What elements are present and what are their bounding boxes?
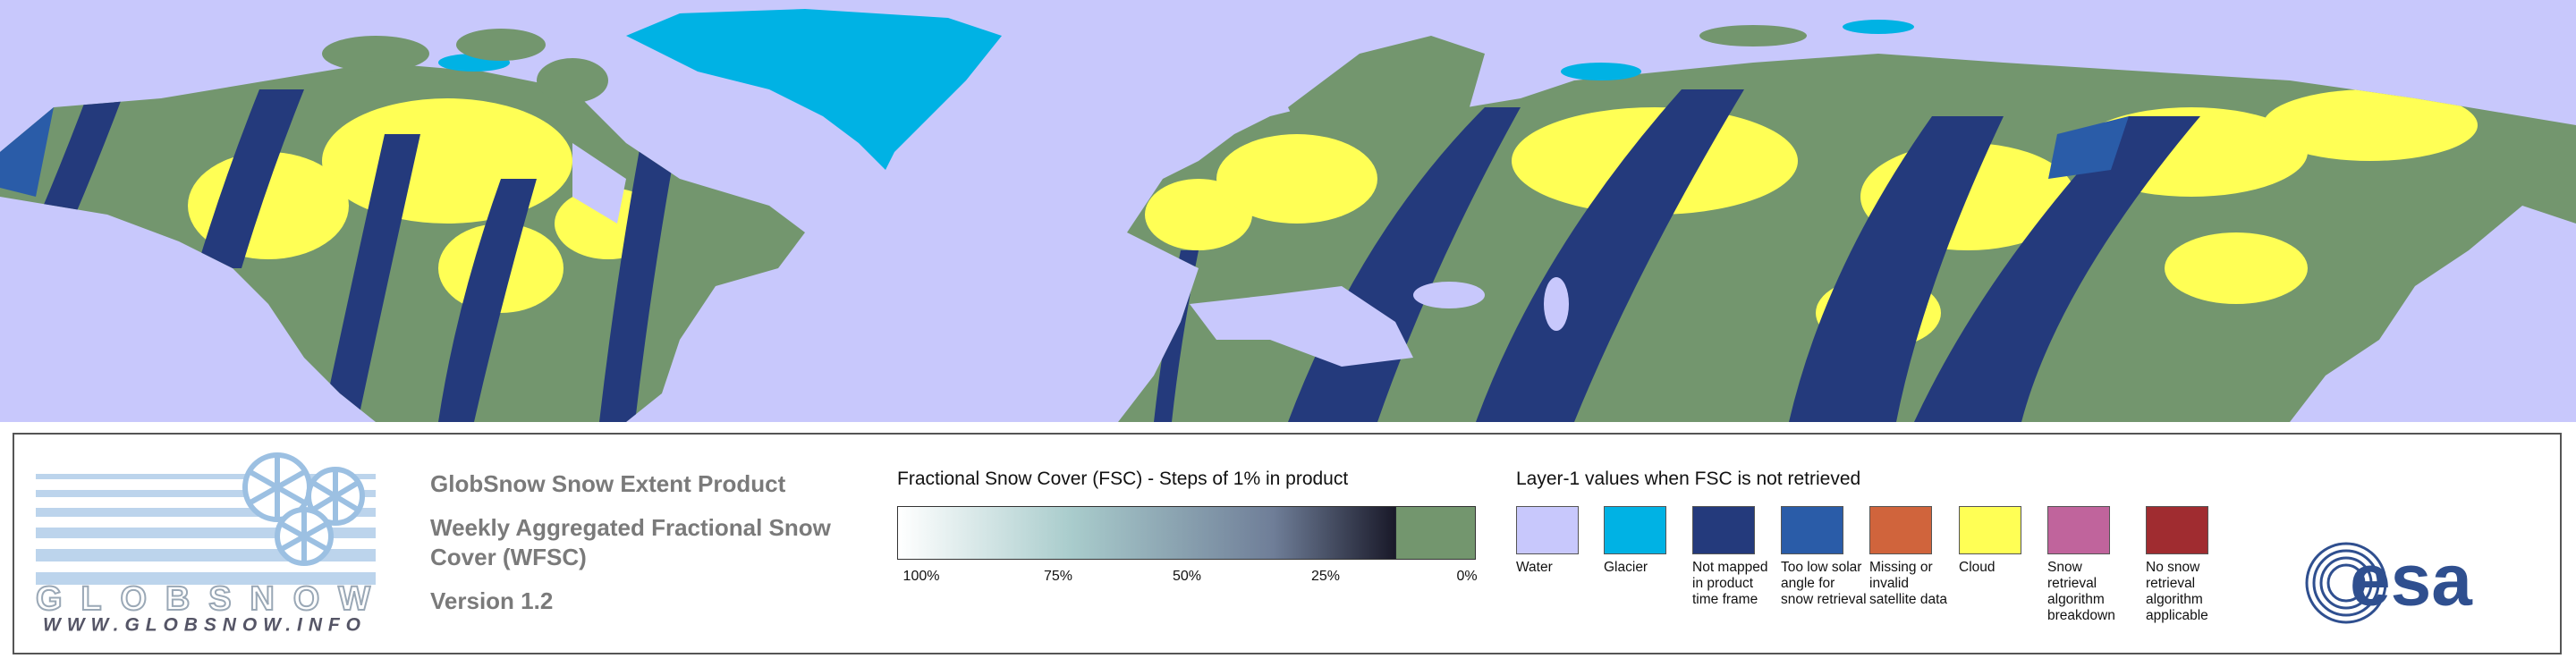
glaciers xyxy=(438,9,1914,170)
logo-wordmark: GLOBSNOW xyxy=(36,580,376,618)
inland-waters xyxy=(572,143,1569,367)
legend-swatch xyxy=(1869,506,1932,554)
colorbar-tick-label: 50% xyxy=(1172,569,1202,584)
legend-swatch xyxy=(1692,506,1755,554)
colorbar xyxy=(897,506,1476,560)
legend-swatch xyxy=(1781,506,1843,554)
legend-label: Water xyxy=(1516,560,1553,575)
snowflakes xyxy=(242,452,365,566)
colorbar-title: Fractional Snow Cover (FSC) - Steps of 1… xyxy=(897,469,1349,489)
logo-url: WWW.GLOBSNOW.INFO xyxy=(43,615,365,636)
legend-swatch xyxy=(1516,506,1579,554)
colorbar-tick-label: 0% xyxy=(1456,569,1478,584)
not-mapped-swaths xyxy=(36,89,2200,422)
legend-swatch xyxy=(1604,506,1666,554)
colorbar-tick-label: 25% xyxy=(1310,569,1341,584)
legend-label: Not mapped in product time frame xyxy=(1692,560,1768,607)
legend-label: Cloud xyxy=(1959,560,1996,575)
legend-swatch xyxy=(2146,506,2208,554)
legend-label: No snow retrieval algorithm applicable xyxy=(2146,560,2208,623)
product-subtitle: Weekly Aggregated Fractional Snow Cover … xyxy=(430,514,831,570)
legend-swatch xyxy=(1959,506,2021,554)
legend-label: Snow retrieval algorithm breakdown xyxy=(2047,560,2115,623)
legend-label: Too low solar angle for snow retrieval xyxy=(1781,560,1867,607)
esa-logo: esa xyxy=(2305,541,2473,624)
product-version: Version 1.2 xyxy=(430,587,554,614)
legend-swatch xyxy=(2047,506,2110,554)
colorbar-tick-label: 100% xyxy=(902,569,940,584)
colorbar-tick-label: 75% xyxy=(1043,569,1073,584)
globsnow-logo: GLOBSNOW WWW.GLOBSNOW.INFO xyxy=(36,452,376,636)
arctic-islands xyxy=(322,25,1807,103)
product-title: GlobSnow Snow Extent Product xyxy=(430,470,786,497)
legend-title: Layer-1 values when FSC is not retrieved xyxy=(1516,469,1861,489)
snow-map xyxy=(0,0,2576,422)
agency-name: esa xyxy=(2350,541,2473,621)
esa-emblem xyxy=(2305,542,2387,624)
legend-label: Missing or invalid satellite data xyxy=(1869,560,1948,607)
legend-label: Glacier xyxy=(1604,560,1648,575)
